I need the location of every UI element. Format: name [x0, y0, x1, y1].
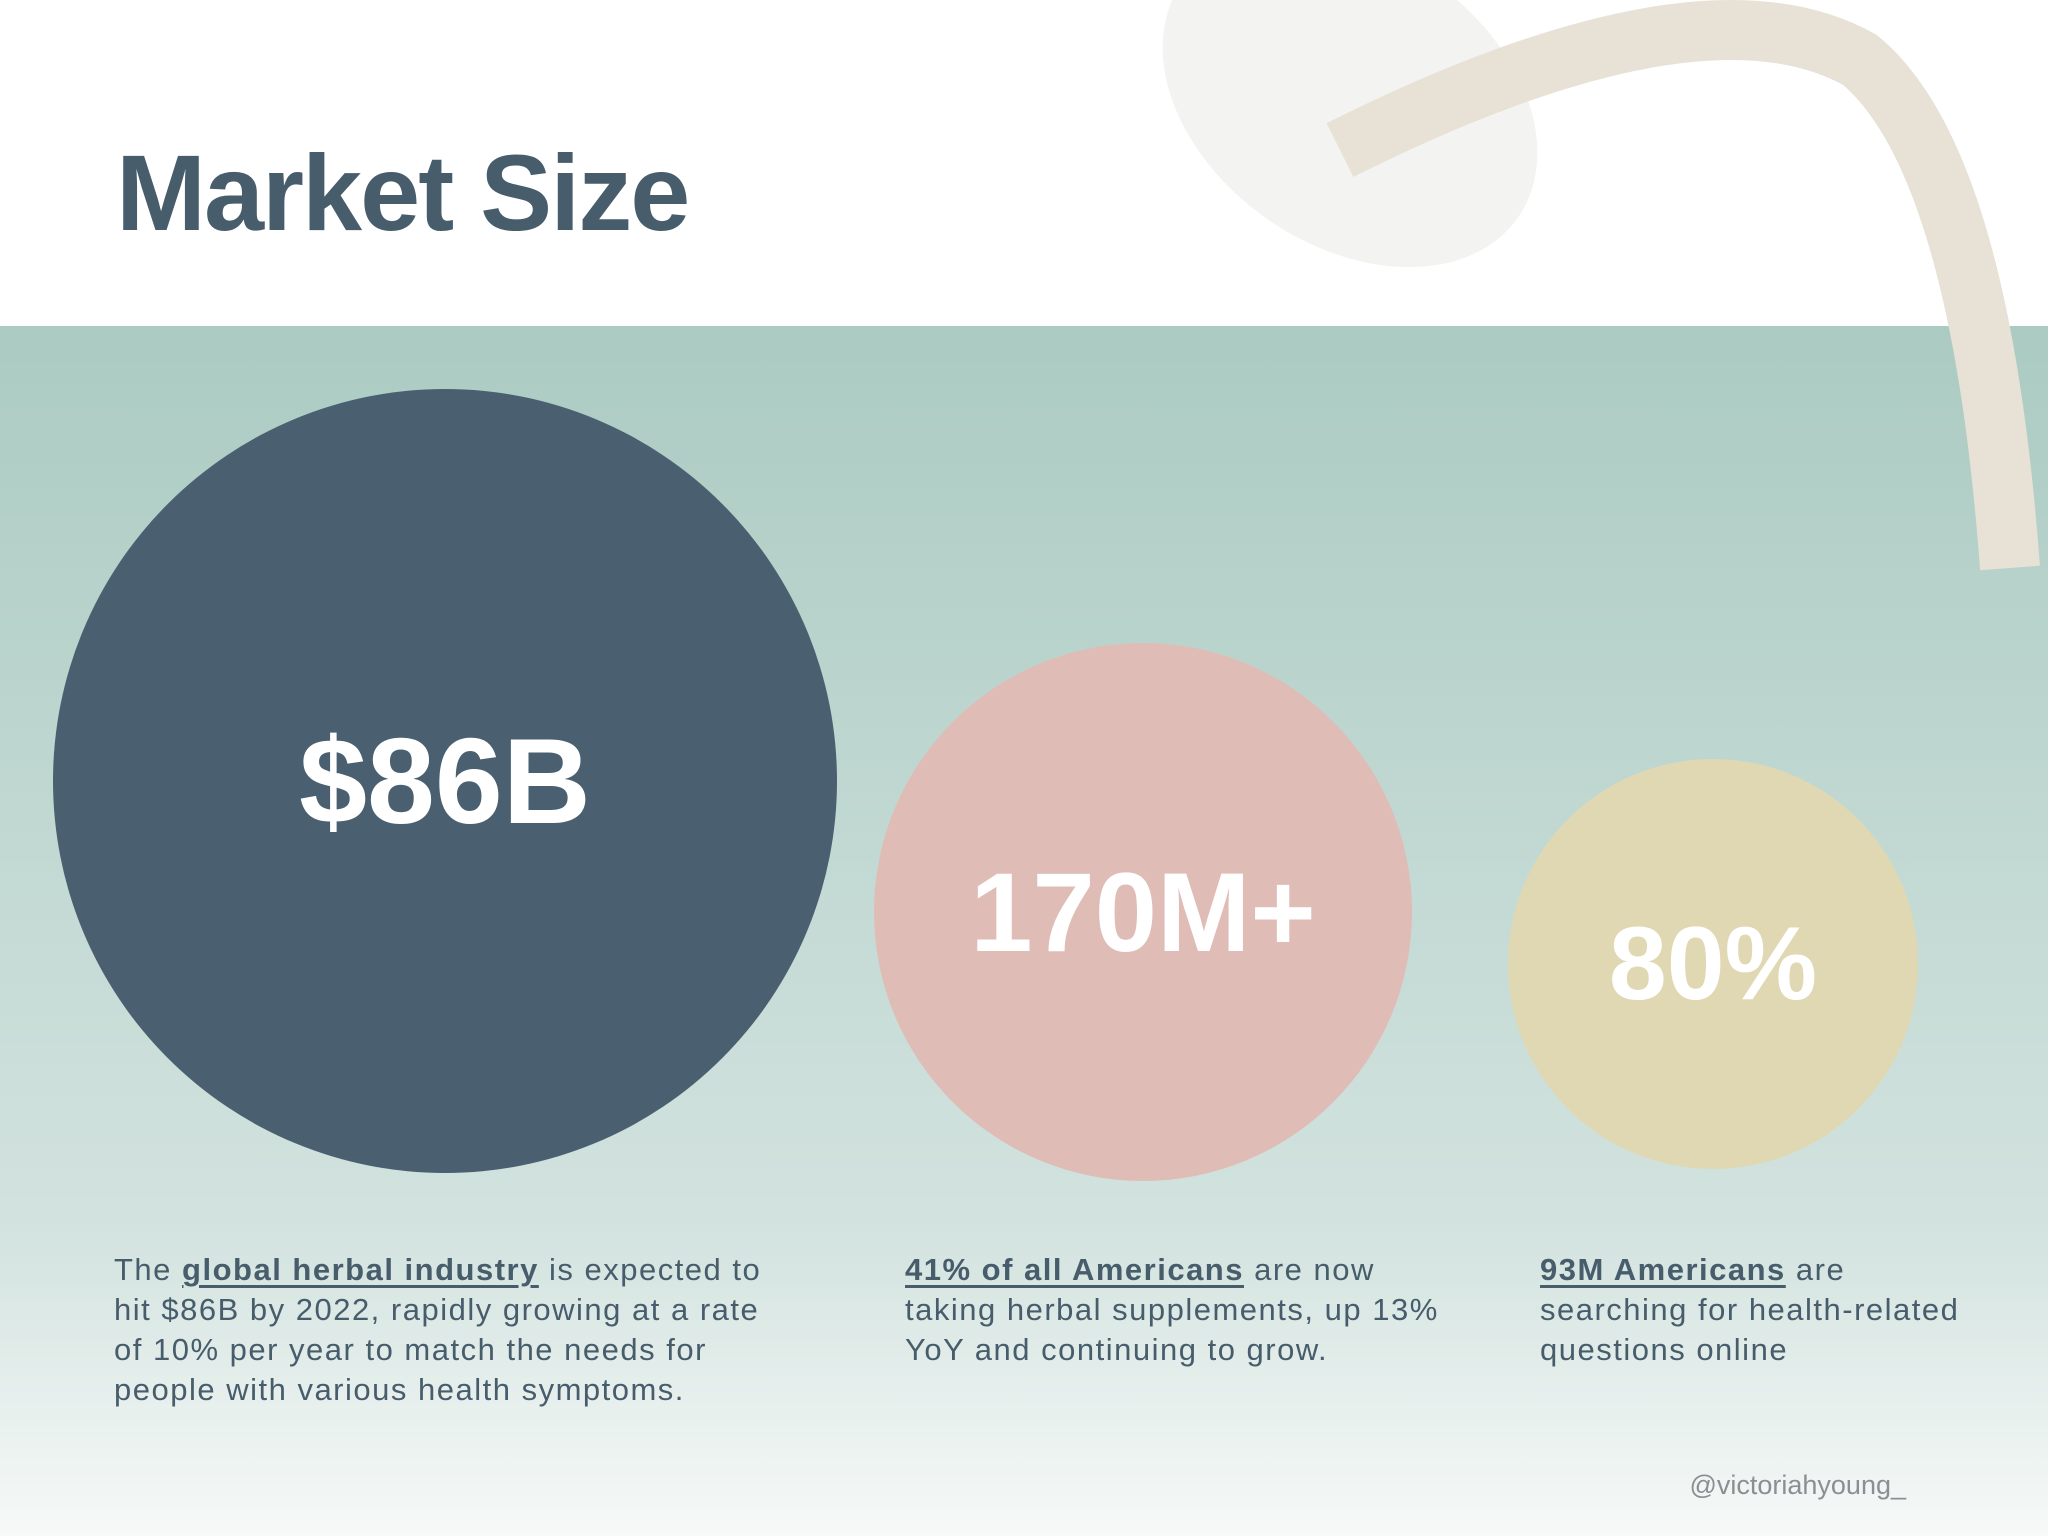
description-text: are now taking herbal supplements, up 13…: [905, 1252, 1439, 1367]
stat-value: 170M+: [970, 849, 1316, 975]
stat-circle: 170M+: [874, 643, 1412, 1181]
description-highlight: global herbal industry: [182, 1252, 539, 1287]
description-highlight: 93M Americans: [1540, 1252, 1786, 1287]
stat-description: 41% of all Americans are now taking herb…: [905, 1250, 1465, 1370]
stat-value: $86B: [299, 713, 591, 849]
decor-blob: [1162, 0, 1538, 268]
stat-description: 93M Americans are searching for health-r…: [1540, 1250, 1980, 1370]
description-text: The: [114, 1252, 183, 1287]
stat-description: The global herbal industry is expected t…: [114, 1250, 764, 1410]
description-text: is expected to hit $86B by 2022, rapidly…: [114, 1252, 762, 1407]
description-text: are searching for health-related questio…: [1540, 1252, 1960, 1367]
stat-circle: 80%: [1508, 759, 1918, 1169]
title: Market Size: [116, 132, 690, 253]
stat-circle: $86B: [53, 389, 837, 1173]
credit: @victoriahyoung_: [1689, 1470, 1906, 1500]
decor-arc: [1326, 0, 2040, 571]
description-highlight: 41% of all Americans: [905, 1252, 1244, 1287]
stat-value: 80%: [1608, 905, 1818, 1022]
